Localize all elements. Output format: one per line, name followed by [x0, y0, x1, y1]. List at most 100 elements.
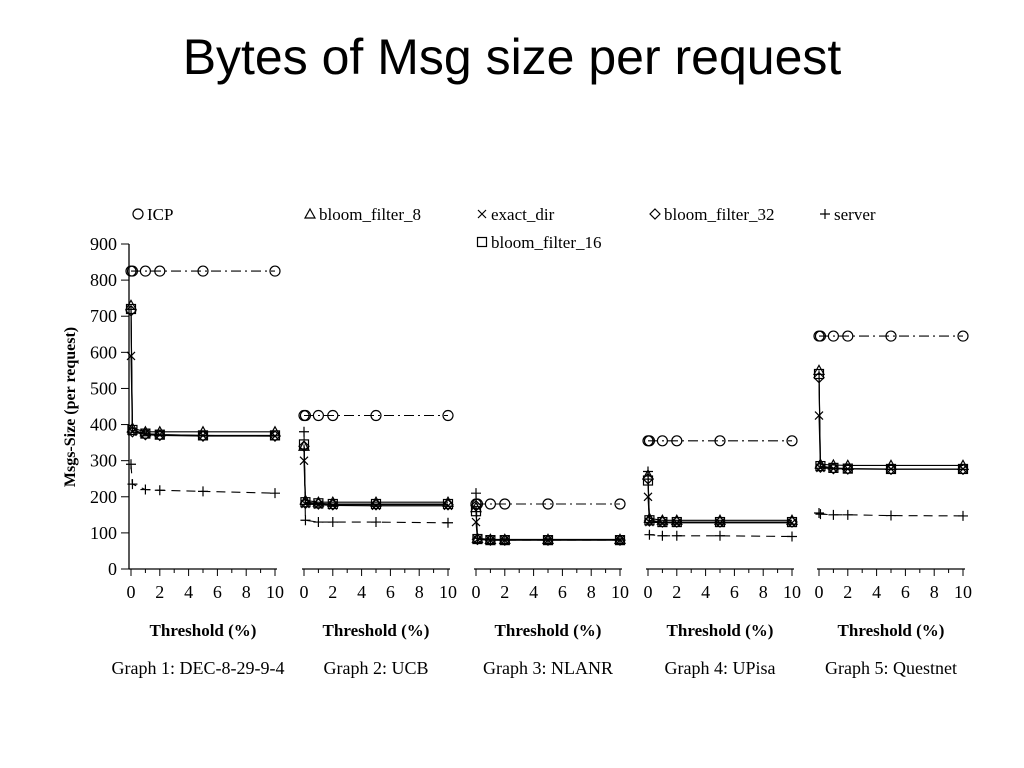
data-point-bloom-filter-32 [326, 498, 339, 511]
series-bloom-filter-32 [298, 440, 454, 511]
x-tick-label: 4 [184, 582, 193, 602]
y-axis-label: Msgs-Size (per request) [62, 327, 79, 487]
y-tick-label: 200 [90, 487, 117, 507]
data-point-bloom-filter-32 [656, 516, 669, 528]
data-point-server [671, 530, 682, 541]
panel-caption: Graph 5: Questnet [825, 658, 957, 678]
data-point-icp [656, 435, 669, 447]
legend-label-bloom-filter-32: bloom_filter_32 [664, 205, 774, 224]
data-point-icp [139, 265, 151, 277]
data-point-exact-dir [643, 492, 653, 502]
y-tick-label: 100 [90, 523, 117, 543]
y-tick-label: 0 [108, 559, 117, 579]
data-point-server [485, 535, 496, 546]
chart-legend: ICP bloom_filter_8 exact_dir bloom_filter_1… [132, 205, 876, 252]
data-point-bloom-filter-32 [670, 516, 683, 528]
data-point-server [154, 485, 165, 496]
data-point-icp [312, 409, 324, 422]
x-tick-label: 10 [266, 582, 284, 602]
x-axis-label: Threshold (%) [667, 621, 774, 640]
series-bloom-filter-8 [124, 299, 282, 437]
panel-caption: Graph 2: UCB [324, 658, 429, 678]
data-point-server [471, 488, 481, 499]
x-tick-label: 8 [415, 582, 424, 602]
legend-item-bloom-filter-8: bloom_filter_8 [303, 205, 421, 224]
data-point-server [140, 484, 151, 495]
data-point-bloom-filter-32 [312, 498, 325, 510]
y-tick-label: 400 [90, 415, 117, 435]
series-line-bloom-filter-16 [818, 373, 963, 470]
data-point-server [270, 488, 280, 499]
data-point-icp [842, 330, 854, 342]
series-line-server [303, 431, 449, 524]
data-point-icp [714, 435, 726, 447]
y-tick-label: 900 [90, 234, 117, 254]
series-bloom-filter-16 [125, 303, 281, 441]
legend-label-bloom-filter-16: bloom_filter_16 [491, 233, 601, 252]
data-point-server [127, 479, 138, 490]
legend-label-server: server [834, 205, 876, 224]
data-point-bloom-filter-32 [125, 304, 137, 317]
x-tick-label: 0 [815, 582, 824, 602]
panel-4: 0 2 4 6 8 10 Threshold (%) Graph 4: UPisa [641, 435, 801, 678]
legend-marker-bloom-filter-32 [649, 208, 661, 220]
y-tick-label: 300 [90, 451, 117, 471]
data-point-server [842, 509, 853, 520]
series-line-server [475, 493, 620, 541]
x-tick-label: 2 [500, 582, 509, 602]
y-tick-label: 500 [90, 378, 117, 398]
data-point-server [327, 517, 338, 528]
data-point-server [644, 529, 655, 540]
data-point-bloom-filter-32 [269, 430, 281, 442]
panel-5: 0 2 4 6 8 10 Threshold (%) Graph 5: Questnet [812, 330, 972, 678]
legend-item-server: server [820, 205, 876, 224]
legend-marker-server [820, 209, 830, 219]
legend-marker-exact-dir [477, 209, 487, 219]
y-tick-label: 700 [90, 306, 117, 326]
series-server [126, 459, 280, 499]
data-point-server [814, 508, 824, 519]
data-point-icp [197, 265, 209, 277]
y-axis-label-group: Msgs-Size (per request) [62, 327, 79, 487]
panel-caption: Graph 3: NLANR [483, 658, 613, 678]
data-point-bloom-filter-32 [786, 516, 798, 528]
x-tick-label: 8 [930, 582, 939, 602]
x-tick-label: 0 [300, 582, 309, 602]
data-point-server [313, 517, 324, 528]
x-tick-label: 0 [472, 582, 481, 602]
data-point-server [543, 535, 553, 546]
data-point-icp [814, 330, 827, 342]
series-line-bloom-filter-16 [303, 444, 448, 505]
series-bloom-filter-32 [642, 472, 798, 528]
data-point-server [787, 531, 797, 542]
series-server [814, 508, 968, 521]
data-point-server [371, 517, 381, 528]
x-tick-label: 10 [783, 582, 801, 602]
data-point-server [643, 466, 653, 477]
legend-label-icp: ICP [147, 205, 173, 224]
data-point-icp [442, 409, 454, 422]
legend-item-bloom-filter-32: bloom_filter_32 [649, 205, 774, 224]
x-axis-label: Threshold (%) [495, 621, 602, 640]
series-bloom-filter-32 [813, 371, 969, 476]
x-tick-label: 8 [587, 582, 596, 602]
x-tick-label: 6 [730, 582, 739, 602]
data-point-server [615, 535, 625, 546]
series-bloom-filter-8 [297, 439, 455, 507]
legend-label-exact-dir: exact_dir [491, 205, 555, 224]
data-point-server [815, 509, 826, 520]
y-tick-label: 600 [90, 342, 117, 362]
data-point-server [472, 533, 483, 544]
x-tick-label: 6 [213, 582, 222, 602]
series-server [471, 488, 625, 546]
data-point-bloom-filter-32 [643, 515, 656, 527]
series-icp [125, 265, 281, 277]
data-point-icp [499, 498, 511, 510]
data-point-server [715, 530, 725, 541]
data-point-server [828, 509, 839, 520]
series-server [643, 466, 797, 542]
data-point-server [958, 510, 968, 521]
x-tick-label: 0 [127, 582, 136, 602]
x-tick-label: 8 [759, 582, 768, 602]
